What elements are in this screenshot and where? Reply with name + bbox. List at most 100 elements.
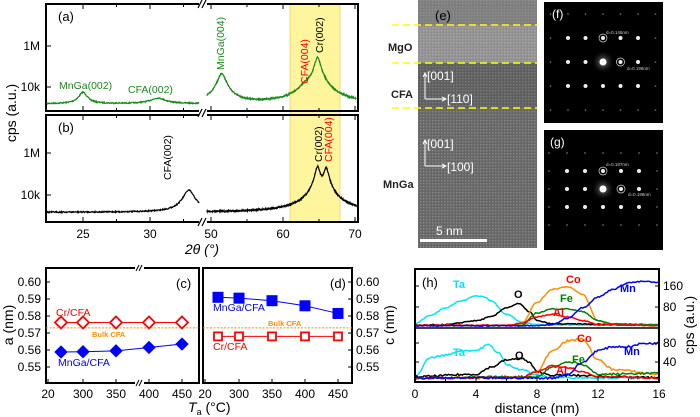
axis-break-mark: [138, 379, 143, 387]
data-point-diamond: [75, 315, 91, 330]
label-ta-bottom: Ta: [453, 347, 466, 359]
diffraction-spot: [654, 85, 657, 87]
xtick-label: 300: [229, 387, 249, 401]
d-ylabel: c (nm): [381, 305, 397, 345]
diffraction-spot: [601, 84, 605, 88]
diffraction-spot: [583, 205, 587, 209]
diffraction-spot: [602, 109, 604, 111]
diffraction-spot: [656, 224, 658, 226]
data-point-diamond: [54, 345, 68, 359]
diffraction-spot: [656, 170, 658, 172]
axis-break-gap: [135, 380, 144, 386]
diffraction-spot: [637, 205, 641, 209]
ytick-h-top-160: 160: [663, 279, 683, 293]
panel-label-c: (c): [176, 276, 191, 291]
diffraction-spot: [565, 205, 569, 209]
xtick-label: 400: [295, 387, 315, 401]
diffraction-spot: [584, 109, 587, 111]
tem-image-panel: (e) MgO CFA MnGa [001] [110] [001] [100]…: [383, 0, 537, 248]
xrd-trace-left: [46, 189, 200, 214]
tem-mgo-layer: [418, 25, 537, 63]
peak-label-cfa004-a: CFA(004): [299, 39, 311, 84]
data-point-square: [233, 292, 245, 304]
indexed-spot-circle: [598, 166, 608, 176]
diffraction-spot: [549, 85, 552, 87]
diffraction-spot: [619, 205, 623, 209]
diffraction-spot: [566, 224, 568, 226]
diffraction-spot: [637, 187, 641, 191]
axis-break-mark: [135, 379, 140, 387]
ytick-label: 0.60: [356, 275, 380, 289]
ytick-label: 0.55: [356, 360, 380, 374]
diffraction-spot: [549, 13, 552, 15]
layer-label-mgo: MgO: [388, 42, 413, 54]
xrd-xlabel: 2θ (°): [184, 241, 219, 257]
diffraction-spot: [638, 152, 640, 154]
data-point-diamond: [53, 315, 69, 330]
cfa-axis-001: [001]: [427, 69, 454, 83]
eds-ticks: [414, 285, 660, 382]
diffraction-spot: [583, 84, 588, 88]
xtick-label: 450: [172, 387, 192, 401]
ta-xlabel: Ta (°C): [188, 399, 231, 417]
ytick-a-10k: 10k: [21, 80, 41, 94]
diffraction-spot: [618, 84, 623, 88]
peak-label-cfa002-a: CFA(002): [128, 84, 173, 96]
lattice-panels: 20 300 350 400 450 20 300 350 400 450 (c) (d) 0.6…: [0, 264, 397, 417]
eds-line-ta-bottom: [414, 343, 660, 380]
diffraction-spot: [618, 60, 623, 64]
diffraction-spot: [549, 61, 552, 63]
diffraction-spot: [548, 224, 550, 226]
label-al-top: Al: [553, 307, 564, 319]
xtick-label: 350: [262, 387, 282, 401]
diffraction-spot: [566, 60, 570, 64]
peak-label-cr002-b: Cr(002): [313, 126, 325, 162]
xtick-label: 20: [198, 387, 212, 401]
d-spacing-g-2: d=0.188nm: [628, 192, 651, 197]
peak-label-cr002-a: Cr(002): [314, 17, 326, 53]
panel-label-e: (e): [435, 8, 451, 23]
diffraction-spot: [636, 60, 640, 64]
diffraction-spot: [566, 36, 570, 40]
mnga-axis-100: [100]: [447, 160, 474, 174]
xtick-label: 20: [41, 387, 55, 401]
ytick-label: 0.59: [356, 292, 380, 306]
diffraction-f: (f) d=0.145nm d=0.199nm: [544, 2, 663, 123]
diffraction-g: (g) d=0.187nm d=0.188nm: [544, 130, 663, 250]
xrd-ylabel: cps (a.u.): [3, 84, 19, 142]
diffraction-spot: [656, 188, 658, 190]
xtick-h-16: 16: [652, 387, 666, 401]
diffraction-spot: [636, 84, 640, 88]
data-point-diamond: [175, 337, 189, 351]
panel-label-h: (h): [422, 275, 438, 290]
diffraction-spot: [565, 169, 569, 173]
diffraction-spot: [549, 37, 552, 39]
ytick-label: 0.56: [18, 343, 42, 357]
diffraction-spot: [602, 152, 604, 154]
diffraction-spot: [583, 169, 587, 173]
label-al-bottom: Al: [556, 365, 567, 377]
diffraction-spot: [601, 169, 605, 173]
diffraction-spot: [619, 169, 623, 173]
xtick-h-4: 4: [473, 387, 480, 401]
tem-cfa-layer: [418, 63, 537, 108]
diffraction-spot: [654, 37, 657, 39]
ytick-label: 0.57: [18, 326, 42, 340]
diffraction-spot: [636, 36, 640, 40]
data-point-diamond: [76, 344, 90, 359]
diffraction-spot: [602, 224, 604, 226]
label-ta-top: Ta: [453, 279, 466, 291]
xtick-label: 350: [106, 387, 126, 401]
diffraction-spot: [566, 152, 568, 154]
diffraction-spot: [619, 13, 622, 15]
axis-break-mark: [135, 264, 140, 272]
panel-label-a: (a): [58, 9, 74, 24]
data-point-diamond: [109, 344, 123, 358]
diffraction-spot: [584, 152, 586, 154]
label-mn-bottom: Mn: [624, 346, 640, 358]
xrd-panels: (a) (b) 1M 10k 1M 10k 25 30 50 60 70 2θ …: [3, 0, 362, 257]
ta-symbol: T: [188, 399, 198, 415]
diffraction-spot: [638, 224, 640, 226]
peak-label-mnga002-a: MnGa(002): [59, 80, 112, 92]
